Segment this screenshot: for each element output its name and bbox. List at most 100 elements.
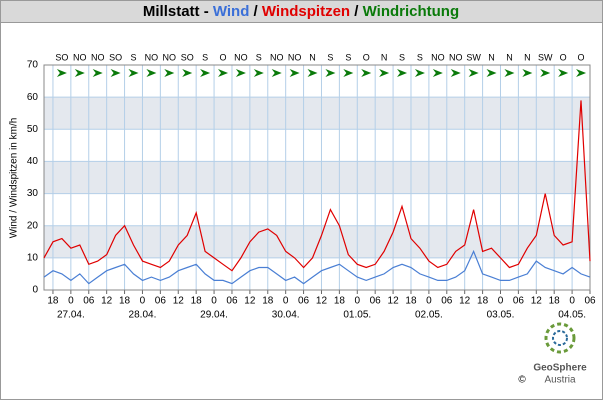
x-tick-label: 18 <box>119 296 131 307</box>
direction-label: SO <box>55 52 68 62</box>
y-tick-label: 0 <box>32 285 38 296</box>
x-tick-label: 0 <box>498 296 504 307</box>
direction-label: S <box>345 52 351 62</box>
direction-arrow <box>289 69 300 77</box>
date-label: 29.04. <box>200 310 228 321</box>
title-part: / <box>350 3 363 20</box>
x-tick-label: 12 <box>316 296 328 307</box>
background-band <box>44 225 590 258</box>
x-tick-label: 18 <box>47 296 59 307</box>
x-tick-label: 18 <box>191 296 203 307</box>
title-part: / <box>249 3 262 20</box>
date-label: 30.04. <box>272 310 300 321</box>
direction-arrow <box>235 69 246 77</box>
x-tick-label: 0 <box>426 296 432 307</box>
direction-arrow <box>522 69 533 77</box>
series-line <box>43 100 591 272</box>
x-tick-label: 06 <box>298 296 310 307</box>
direction-label: NO <box>449 52 463 62</box>
direction-arrow <box>200 69 211 77</box>
direction-label: NO <box>288 52 302 62</box>
direction-arrow <box>56 69 67 77</box>
direction-label: N <box>488 52 495 62</box>
direction-label: O <box>363 52 370 62</box>
background-band <box>44 161 590 194</box>
direction-arrow <box>504 69 515 77</box>
x-tick-label: 0 <box>283 296 289 307</box>
direction-label: NO <box>163 52 177 62</box>
direction-label: SW <box>466 52 481 62</box>
direction-arrow <box>253 69 264 77</box>
x-tick-label: 0 <box>68 296 74 307</box>
direction-arrow <box>414 69 425 77</box>
y-tick-label: 50 <box>27 124 39 135</box>
x-tick-label: 18 <box>405 296 417 307</box>
x-tick-label: 0 <box>211 296 217 307</box>
x-tick-label: 06 <box>155 296 167 307</box>
date-label: 02.05. <box>415 310 443 321</box>
direction-arrow <box>468 69 479 77</box>
x-tick-label: 12 <box>531 296 543 307</box>
direction-arrow <box>128 69 139 77</box>
x-tick-label: 06 <box>584 296 596 307</box>
x-tick-label: 12 <box>459 296 471 307</box>
direction-arrow <box>218 69 229 77</box>
direction-arrow <box>182 69 193 77</box>
y-tick-label: 20 <box>27 220 39 231</box>
direction-label: N <box>506 52 513 62</box>
direction-label: SO <box>181 52 194 62</box>
direction-arrow <box>271 69 282 77</box>
direction-label: N <box>381 52 388 62</box>
y-axis-label: Wind / Windspitzen in km/h <box>9 118 20 239</box>
direction-label: N <box>309 52 316 62</box>
direction-label: NO <box>270 52 284 62</box>
direction-label: NO <box>234 52 248 62</box>
date-label: 28.04. <box>129 310 157 321</box>
direction-label: O <box>578 52 585 62</box>
x-tick-label: 0 <box>140 296 146 307</box>
background-band <box>44 97 590 130</box>
direction-arrow <box>164 69 175 77</box>
direction-label: S <box>256 52 262 62</box>
direction-arrow <box>343 69 354 77</box>
direction-label: O <box>220 52 227 62</box>
x-tick-label: 18 <box>262 296 274 307</box>
direction-arrow <box>146 69 157 77</box>
x-tick-label: 18 <box>334 296 346 307</box>
direction-label: N <box>524 52 531 62</box>
direction-label: S <box>327 52 333 62</box>
direction-arrow <box>558 69 569 77</box>
date-label: 03.05. <box>487 310 515 321</box>
direction-arrow <box>307 69 318 77</box>
x-tick-label: 12 <box>388 296 400 307</box>
y-tick-label: 30 <box>27 188 39 199</box>
y-tick-label: 60 <box>27 92 39 103</box>
x-tick-label: 18 <box>477 296 489 307</box>
date-label: 27.04. <box>57 310 85 321</box>
copyright: © <box>518 375 526 386</box>
direction-label: NO <box>431 52 445 62</box>
direction-label: SW <box>538 52 553 62</box>
title-part: Windrichtung <box>363 3 460 20</box>
y-tick-label: 70 <box>27 60 39 71</box>
direction-arrow <box>379 69 390 77</box>
series-line <box>43 249 591 285</box>
date-label: 04.05. <box>558 310 586 321</box>
direction-label: S <box>202 52 208 62</box>
direction-arrow <box>361 69 372 77</box>
direction-label: O <box>560 52 567 62</box>
direction-arrow <box>486 69 497 77</box>
x-tick-label: 12 <box>244 296 256 307</box>
x-tick-label: 06 <box>513 296 525 307</box>
direction-label: S <box>399 52 405 62</box>
direction-arrow <box>432 69 443 77</box>
y-tick-label: 40 <box>27 156 39 167</box>
chart-title: Millstatt - Wind / Windspitzen / Windric… <box>143 3 459 20</box>
x-tick-label: 06 <box>370 296 382 307</box>
date-label: 01.05. <box>343 310 371 321</box>
x-tick-label: 12 <box>101 296 113 307</box>
x-tick-label: 06 <box>441 296 453 307</box>
x-tick-label: 12 <box>173 296 185 307</box>
